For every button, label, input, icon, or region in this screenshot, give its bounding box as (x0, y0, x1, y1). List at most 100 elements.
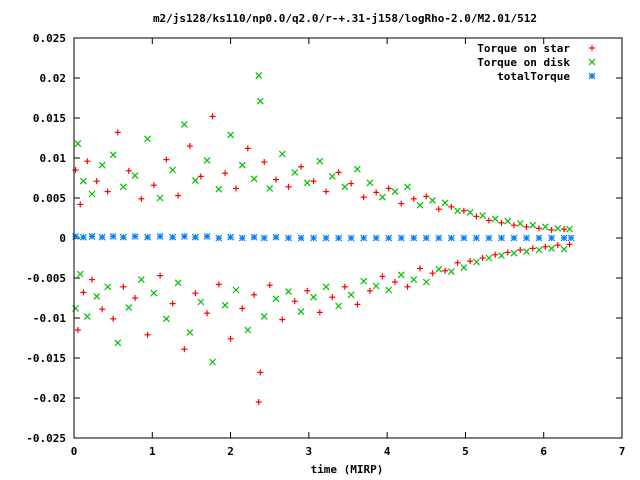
data-point (397, 271, 405, 279)
data-point (260, 234, 268, 242)
data-point (88, 190, 96, 198)
data-point (542, 243, 549, 250)
data-point (186, 143, 193, 149)
data-point (447, 234, 455, 242)
data-point (72, 304, 79, 312)
y-tick-label: -0.015 (26, 352, 66, 365)
data-point (74, 327, 81, 333)
data-point (417, 265, 424, 272)
data-point (232, 286, 240, 294)
data-point (310, 293, 317, 301)
axis-ticks: 0 1 2 3 4 5 6 7 -0.025 -0.02 -0.015 -0.01 -0.005 0 0.0… (26, 32, 625, 458)
data-point (435, 234, 443, 242)
x-tick-label: 7 (619, 445, 626, 458)
data-point (460, 207, 467, 214)
data-point (397, 234, 405, 242)
data-point (310, 234, 317, 242)
data-point (448, 203, 455, 210)
data-point (485, 254, 493, 262)
data-point (109, 232, 117, 240)
data-point (227, 335, 234, 342)
data-point (88, 232, 96, 240)
data-point (354, 301, 361, 308)
data-point (99, 306, 106, 313)
y-tick-label: 0.015 (33, 112, 66, 125)
data-point (80, 289, 87, 296)
data-point (114, 339, 122, 347)
data-point (215, 185, 223, 193)
data-point (385, 185, 392, 192)
data-point (379, 273, 386, 280)
data-point (79, 177, 87, 185)
data-point (93, 178, 100, 185)
data-point (472, 234, 480, 242)
data-point (84, 158, 91, 165)
data-point (119, 233, 127, 241)
y-tick-label: 0.02 (40, 72, 67, 85)
data-point (191, 176, 199, 184)
data-point (221, 301, 229, 309)
data-point (473, 213, 480, 220)
data-point (467, 258, 474, 265)
data-point (169, 166, 177, 174)
data-point (416, 201, 424, 209)
data-point (132, 295, 139, 301)
data-point (341, 183, 349, 191)
legend-marker (588, 72, 596, 80)
legend-marker (589, 45, 595, 51)
data-point (510, 249, 518, 257)
data-point (157, 272, 164, 279)
data-point (454, 259, 461, 266)
data-point (479, 255, 486, 261)
data-point (285, 234, 292, 242)
data-point (109, 151, 117, 159)
data-point (79, 233, 87, 241)
data-point (137, 276, 145, 284)
data-point (285, 288, 292, 296)
series-torque-on-disk (72, 72, 573, 366)
data-point (156, 194, 164, 202)
data-point (144, 135, 152, 143)
data-point (244, 326, 252, 334)
data-point (329, 294, 336, 301)
data-point (404, 283, 411, 290)
data-point (460, 264, 468, 272)
data-point (131, 172, 139, 180)
data-point (250, 233, 258, 241)
data-point (535, 246, 543, 254)
data-point (209, 113, 216, 120)
data-point (504, 249, 511, 256)
data-point (279, 316, 286, 323)
data-point (348, 180, 355, 187)
data-point (150, 182, 157, 189)
data-point (422, 234, 430, 242)
data-point (535, 234, 543, 242)
data-point (304, 287, 311, 294)
data-point (285, 183, 292, 190)
data-point (460, 234, 468, 242)
data-point (227, 131, 234, 139)
data-point (260, 312, 268, 320)
data-point (485, 217, 492, 224)
data-point (272, 233, 280, 241)
y-tick-label: 0.025 (33, 32, 66, 45)
data-point (125, 304, 133, 312)
data-point (323, 188, 330, 195)
data-point (256, 97, 264, 105)
data-point (215, 234, 223, 242)
y-tick-label: -0.005 (26, 272, 66, 285)
data-point (422, 278, 430, 286)
data-point (366, 179, 374, 187)
data-point (548, 227, 555, 233)
data-point (404, 183, 411, 191)
data-point (169, 233, 177, 241)
data-point (391, 188, 399, 196)
data-point (498, 234, 505, 242)
data-point (180, 120, 188, 128)
data-point (104, 188, 111, 195)
data-point (523, 248, 530, 256)
data-point (250, 175, 258, 183)
data-point (291, 168, 299, 176)
y-tick-label: 0.01 (40, 152, 67, 165)
